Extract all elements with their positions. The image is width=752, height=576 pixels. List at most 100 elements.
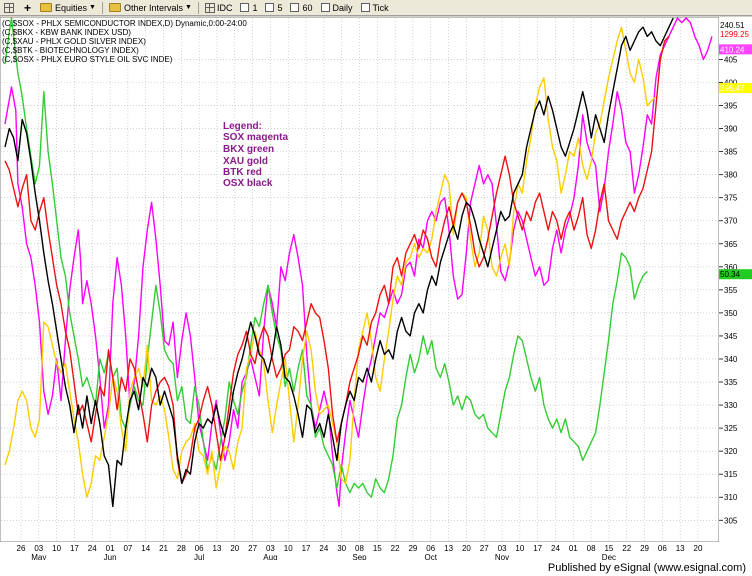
x-tick-label: 14 bbox=[141, 544, 150, 553]
grid-icon bbox=[4, 2, 14, 13]
x-tick-label: 29 bbox=[640, 544, 649, 553]
grid-button[interactable] bbox=[0, 1, 20, 15]
dropdown-arrow-icon: ▼ bbox=[185, 4, 192, 11]
price-label-box bbox=[719, 29, 752, 40]
interval-tick-label: Tick bbox=[372, 2, 389, 13]
idc-button[interactable]: IDC bbox=[201, 1, 237, 15]
add-button[interactable]: + bbox=[20, 1, 36, 15]
y-tick-label: 350 bbox=[724, 309, 738, 318]
y-tick-label: 320 bbox=[724, 447, 738, 456]
month-label: Jul bbox=[194, 553, 204, 560]
x-tick-label: 06 bbox=[426, 544, 435, 553]
x-tick-label: 13 bbox=[676, 544, 685, 553]
chart-toolbar: + Equities ▼ Other Intervals ▼ IDC 1 5 60 … bbox=[0, 0, 752, 16]
legend-entry-xau: XAU gold bbox=[223, 156, 268, 167]
other-intervals-menu[interactable]: Other Intervals ▼ bbox=[105, 1, 196, 15]
x-tick-label: 17 bbox=[302, 544, 311, 553]
legend-entry-btk: BTK red bbox=[223, 167, 262, 178]
x-tick-label: 10 bbox=[515, 544, 524, 553]
legend-entry-sox: SOX magenta bbox=[223, 132, 288, 143]
x-tick-label: 27 bbox=[480, 544, 489, 553]
x-tick-label: 26 bbox=[17, 544, 26, 553]
equities-menu[interactable]: Equities ▼ bbox=[36, 1, 100, 15]
footer: Published by eSignal (www.esignal.com) bbox=[0, 560, 752, 576]
equities-label: Equities bbox=[55, 2, 88, 13]
x-tick-label: 03 bbox=[34, 544, 43, 553]
y-tick-label: 405 bbox=[724, 55, 738, 64]
x-tick-label: 07 bbox=[123, 544, 132, 553]
x-axis-labels: 26 03 10 17 24 01 07 14 21 28 06 13 20 27 03 10 17 24 30 08… bbox=[17, 544, 703, 560]
series-line-btk bbox=[4, 35, 670, 485]
y-tick-label: 365 bbox=[724, 240, 738, 249]
x-tick-label: 20 bbox=[230, 544, 239, 553]
price-label-box bbox=[719, 269, 752, 280]
x-tick-label: 01 bbox=[569, 544, 578, 553]
price-label-value: 50.34 bbox=[720, 270, 741, 279]
folder-icon bbox=[108, 3, 121, 12]
y-axis-labels: 305 310 315 320 325 330 335 340 345 350 355 360 365 3… bbox=[719, 55, 738, 525]
y-tick-label: 380 bbox=[724, 171, 738, 180]
interval-daily-button[interactable]: Daily bbox=[317, 1, 357, 15]
header-line-osx: (C,$OSX - PHLX EURO STYLE OIL SVC INDE) bbox=[2, 55, 173, 64]
month-label: May bbox=[31, 553, 46, 560]
grid-icon bbox=[204, 2, 215, 13]
x-tick-label: 27 bbox=[248, 544, 257, 553]
price-label-value: 240.51 bbox=[720, 21, 745, 30]
y-tick-label: 370 bbox=[724, 217, 738, 226]
series-line-osx bbox=[4, 17, 674, 508]
interval-5-label: 5 bbox=[277, 2, 283, 13]
interval-icon bbox=[290, 3, 300, 12]
interval-5-button[interactable]: 5 bbox=[261, 1, 286, 15]
legend: Legend: SOX magenta BKX green XAU gold B… bbox=[223, 121, 288, 189]
header-line-sox: (C,$SOX - PHLX SEMICONDUCTOR INDEX,D) Dy… bbox=[2, 19, 247, 28]
month-label: Dec bbox=[602, 553, 616, 560]
x-tick-label: 06 bbox=[658, 544, 667, 553]
price-label-value: 1299.25 bbox=[720, 30, 749, 39]
interval-1-button[interactable]: 1 bbox=[236, 1, 261, 15]
interval-icon bbox=[240, 3, 250, 12]
y-tick-label: 400 bbox=[724, 79, 738, 88]
interval-icon bbox=[360, 3, 370, 12]
x-tick-label: 17 bbox=[533, 544, 542, 553]
idc-label: IDC bbox=[216, 2, 233, 13]
x-tick-label: 01 bbox=[106, 544, 115, 553]
y-tick-label: 390 bbox=[724, 125, 738, 134]
month-label: Oct bbox=[425, 553, 438, 560]
price-label-box bbox=[719, 19, 752, 30]
x-tick-label: 30 bbox=[337, 544, 346, 553]
x-tick-label: 17 bbox=[70, 544, 79, 553]
header-line-btk: (C,$BTK - BIOTECHNOLOGY INDEX) bbox=[2, 46, 139, 55]
price-chart[interactable]: 305 310 315 320 325 330 335 340 345 350 355 360 365 3… bbox=[0, 17, 752, 560]
x-tick-label: 13 bbox=[213, 544, 222, 553]
legend-entry-bkx: BKX green bbox=[223, 144, 274, 155]
y-tick-label: 340 bbox=[724, 355, 738, 364]
folder-icon bbox=[40, 3, 53, 12]
x-tick-label: 06 bbox=[195, 544, 204, 553]
toolbar-separator bbox=[101, 1, 103, 14]
y-tick-label: 360 bbox=[724, 263, 738, 272]
y-tick-label: 305 bbox=[724, 516, 738, 525]
y-tick-label: 325 bbox=[724, 424, 738, 433]
legend-entry-osx: OSX black bbox=[223, 178, 273, 189]
x-tick-label: 22 bbox=[622, 544, 631, 553]
interval-60-button[interactable]: 60 bbox=[286, 1, 316, 15]
interval-tick-button[interactable]: Tick bbox=[357, 1, 393, 15]
x-tick-label: 20 bbox=[694, 544, 703, 553]
toolbar-separator bbox=[197, 1, 199, 14]
y-axis-panel bbox=[719, 17, 752, 542]
y-tick-label: 395 bbox=[724, 102, 738, 111]
header-line-xau: (C,$XAU - PHLX GOLD SILVER INDEX) bbox=[2, 37, 146, 46]
x-tick-label: 08 bbox=[355, 544, 364, 553]
y-tick-label: 330 bbox=[724, 401, 738, 410]
y-tick-label: 375 bbox=[724, 194, 738, 203]
plus-icon: + bbox=[24, 0, 32, 15]
x-tick-label: 24 bbox=[88, 544, 97, 553]
x-tick-label: 24 bbox=[319, 544, 328, 553]
interval-icon bbox=[265, 3, 275, 12]
header-line-bkx: (C,$BKX - KBW BANK INDEX USD) bbox=[2, 28, 131, 37]
month-label: Jun bbox=[104, 553, 117, 560]
month-label: Sep bbox=[352, 553, 367, 560]
y-tick-label: 310 bbox=[724, 493, 738, 502]
interval-icon bbox=[320, 3, 330, 12]
publisher-credit: Published by eSignal (www.esignal.com) bbox=[547, 562, 746, 574]
